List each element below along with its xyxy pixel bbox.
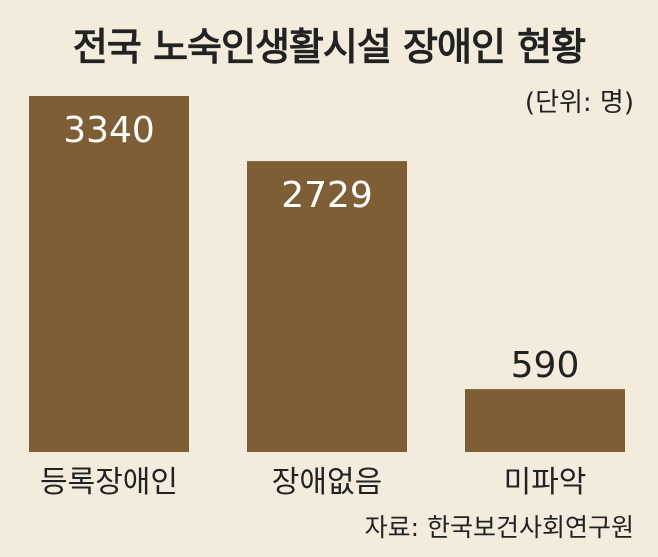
category-label: 미파악: [504, 465, 587, 500]
bar-1: [247, 161, 407, 452]
category-label: 장애없음: [272, 465, 382, 500]
bar-2: [465, 389, 625, 452]
bar-value-label: 3340: [63, 110, 155, 151]
chart-title: 전국 노숙인생활시설 장애인 현황: [72, 25, 586, 69]
unit-label: (단위: 명): [524, 88, 634, 118]
bar-0: [29, 96, 189, 452]
source-note: 자료: 한국보건사회연구원: [364, 513, 634, 542]
bar-value-label: 2729: [281, 175, 373, 216]
category-label: 등록장애인: [40, 465, 178, 500]
bar-value-label: 590: [511, 345, 580, 386]
